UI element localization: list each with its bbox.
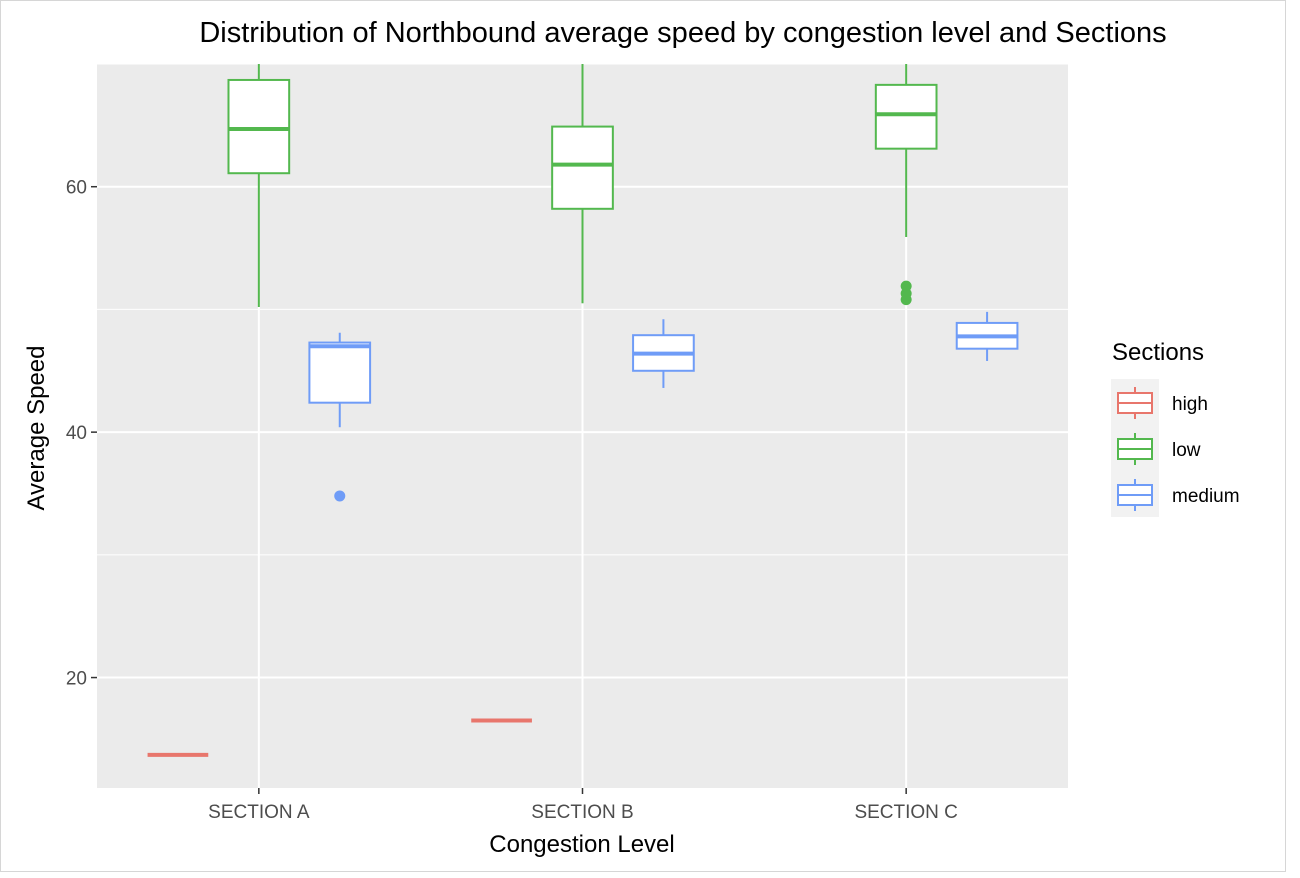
legend-key-low [1117,433,1153,465]
legend-key-high [1117,387,1153,419]
boxplot-chart: Distribution of Northbound average speed… [23,17,1240,858]
legend: Sections high low medium [1111,339,1240,517]
legend-label-low: low [1172,440,1201,461]
legend-label-high: high [1172,394,1208,415]
box-iqr [874,83,938,150]
box-medium-section-c [955,311,1019,361]
legend-label-medium: medium [1172,486,1240,507]
y-tick-label: 60 [66,178,87,199]
box-low-section-a [227,64,291,307]
x-tick-label: SECTION C [854,802,957,823]
box-marks [147,64,1019,757]
box-iqr [308,341,372,404]
box-iqr [227,78,291,175]
box-low-section-c [874,64,938,306]
box-medium-section-a [308,332,372,502]
box-iqr [551,125,614,210]
outlier-point [900,280,912,292]
y-tick-label: 40 [66,423,87,444]
axes: 20 40 60 SECTION A SECTION B SECTION C [66,178,958,823]
box-medium-section-b [632,319,695,388]
outlier-point [334,490,346,502]
x-tick-label: SECTION B [531,802,633,823]
x-axis-title: Congestion Level [489,831,674,858]
y-tick-label: 20 [66,669,87,690]
legend-key-medium [1117,479,1153,511]
legend-title: Sections [1112,339,1204,366]
chart-title: Distribution of Northbound average speed… [199,17,1166,49]
x-tick-label: SECTION A [208,802,310,823]
y-axis-title: Average Speed [23,345,50,510]
box-low-section-b [551,64,614,304]
